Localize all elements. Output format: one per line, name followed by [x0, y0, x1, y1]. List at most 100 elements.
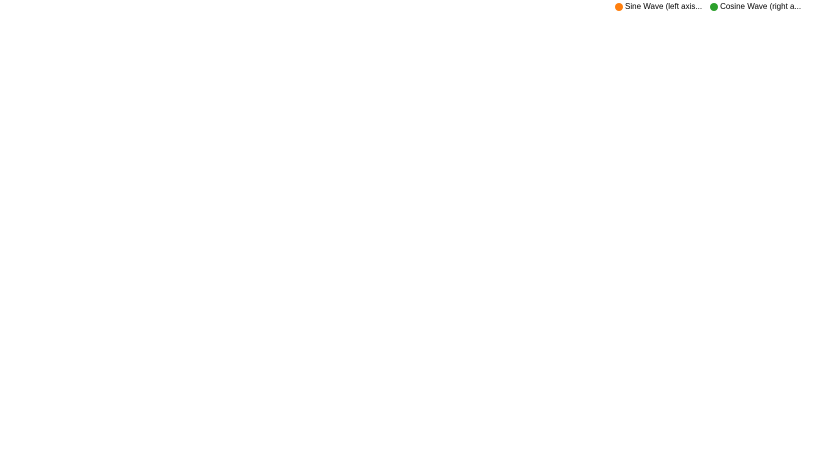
sine-bar	[565, 100, 573, 215]
context-sine-bar	[411, 438, 418, 444]
sine-bar	[126, 31, 133, 215]
sine-bar	[657, 23, 665, 215]
right-axis-tick-label: 0.3	[804, 93, 816, 102]
sine-bar	[295, 214, 303, 265]
sine-bar	[203, 55, 210, 215]
context-sine-bar	[634, 433, 642, 439]
sine-bar	[596, 47, 603, 215]
sine-bar	[627, 20, 634, 215]
sine-bar	[257, 167, 264, 215]
sine-bar	[480, 214, 488, 306]
context-x-tick-label: 10	[110, 451, 119, 460]
sine-bar	[149, 18, 156, 215]
context-sine-bar	[719, 435, 727, 439]
legend-item-cosine[interactable]: Cosine Wave (right a...	[710, 2, 801, 11]
x-axis-tick-label: 20	[187, 415, 196, 424]
sine-bar	[172, 23, 180, 215]
sine-bar	[141, 20, 149, 215]
context-sine-bar	[519, 438, 526, 439]
context-sine-bar	[257, 437, 264, 439]
context-brush[interactable]	[37, 428, 800, 448]
context-x-tick-label: 99	[796, 451, 805, 460]
context-sine-bar	[696, 434, 704, 439]
context-sine-bar	[133, 433, 141, 439]
sine-bar	[403, 214, 411, 411]
context-sine-bar	[126, 433, 133, 439]
context-sine-bar	[295, 438, 303, 440]
right-axis-min-label: -0.49	[804, 407, 820, 416]
context-sine-bar	[788, 438, 796, 441]
sine-bar	[696, 70, 704, 215]
sine-bar	[580, 71, 588, 215]
right-axis-tick-label: 0.25	[804, 112, 820, 121]
sine-bar	[711, 99, 719, 215]
sine-bar	[719, 115, 727, 215]
context-sine-bar	[180, 433, 187, 439]
context-sine-bar	[156, 433, 164, 439]
sine-bar	[673, 37, 681, 215]
legend-label-cosine: Cosine Wave (right a...	[720, 2, 802, 11]
context-sine-bar	[650, 433, 657, 439]
sine-bar	[241, 130, 249, 215]
context-sine-bar	[357, 438, 365, 443]
context-sine-bar	[642, 433, 650, 439]
sine-bar	[511, 214, 519, 231]
context-sine-bar	[249, 436, 257, 439]
left-axis-tick-label: 0.6	[23, 93, 35, 102]
x-axis-tick-label: 40	[341, 415, 350, 424]
context-sine-bar	[426, 438, 434, 444]
context-sine-bar	[388, 438, 395, 444]
context-sine-bar	[287, 438, 295, 440]
context-sine-bar	[241, 436, 249, 439]
context-sine-bar	[64, 436, 72, 439]
context-sine-bar	[234, 435, 241, 439]
sine-bar	[187, 35, 195, 215]
left-axis-tick-label: 0.2	[23, 171, 35, 180]
left-axis-tick-label: -0.6	[20, 328, 34, 337]
left-axis-tick-label: -0.9	[20, 387, 34, 396]
sine-bar	[573, 85, 580, 215]
left-axis-tick-label: -0.5	[20, 309, 34, 318]
context-x-tick-label: 40	[341, 451, 350, 460]
left-axis-max-label: 0.9995736030415051	[0, 14, 35, 23]
context-sine-bar	[218, 435, 226, 439]
context-sine-bar	[110, 434, 118, 439]
x-axis-tick-label: 90	[726, 415, 735, 424]
left-axis-tick-label: 0.9	[23, 34, 35, 43]
left-axis-tick-label: -0.1	[20, 230, 34, 239]
sine-bar	[557, 117, 565, 215]
sine-bar	[665, 29, 673, 215]
sine-bar	[488, 214, 496, 288]
x-axis-tick-label: 60	[495, 415, 504, 424]
context-sine-bar	[758, 438, 765, 439]
sine-bar	[249, 148, 257, 215]
context-sine-bar	[87, 435, 95, 439]
context-sine-bar	[496, 438, 503, 440]
sine-bar	[426, 214, 434, 397]
context-sine-bar	[573, 435, 580, 439]
left-axis-min-label: -0.9999232575641008	[0, 407, 35, 416]
sine-bar	[503, 214, 511, 251]
sine-bar	[534, 172, 542, 215]
sine-bar	[550, 134, 557, 215]
sine-bar	[341, 214, 349, 364]
sine-bar	[688, 57, 696, 215]
x-axis-tick-label: 99	[796, 415, 805, 424]
x-axis-tick-label: 0	[35, 415, 40, 424]
sine-bar	[742, 170, 750, 215]
context-sine-bar	[403, 438, 411, 444]
sine-bar	[681, 46, 688, 215]
sine-bar	[372, 214, 380, 402]
context-sine-bar	[203, 434, 210, 439]
context-sine-bar	[480, 438, 488, 441]
sine-bar	[56, 156, 64, 215]
cosine-line	[36, 17, 801, 412]
legend-item-sine[interactable]: Sine Wave (left axis...	[615, 2, 702, 11]
sine-bar	[49, 175, 56, 215]
right-axis-tick-label: -0.2	[804, 289, 818, 298]
right-axis-tick-label: -0.35	[804, 348, 820, 357]
sine-bar	[118, 39, 126, 215]
sine-bar	[287, 214, 295, 246]
context-sine-bar	[210, 434, 218, 439]
context-sine-bar	[79, 435, 87, 439]
